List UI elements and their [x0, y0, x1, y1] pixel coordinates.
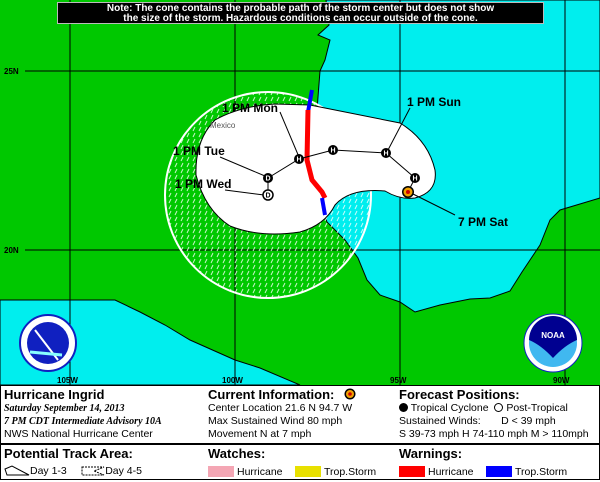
ts-watch-swatch	[294, 466, 321, 477]
tropical-cyclone-label: Tropical Cyclone	[410, 402, 489, 414]
post-tropical-icon	[494, 403, 504, 412]
label-1pm-wed: 1 PM Wed	[175, 177, 231, 191]
watches-title: Watches:	[208, 446, 266, 461]
ts-warning-south	[320, 197, 327, 216]
forecast-title: Forecast Positions:	[399, 387, 520, 402]
svg-text:H: H	[330, 148, 335, 155]
info-row: Hurricane Ingrid Saturday September 14, …	[1, 386, 599, 445]
lon-label-105w: 105W	[57, 376, 78, 385]
max-wind: Max Sustained Wind 80 mph	[208, 415, 343, 427]
hurricane-watch-label: Hurricane	[237, 465, 283, 478]
hurricane-warning	[304, 109, 328, 200]
tropical-cyclone-icon	[399, 403, 408, 412]
forecast-point-h: H	[381, 148, 391, 158]
ts-warning-swatch	[485, 466, 512, 477]
info-panel: Hurricane Ingrid Saturday September 14, …	[0, 385, 600, 480]
gulf-of-mexico	[315, 0, 600, 313]
wind-scale: S 39-73 mph H 74-110 mph M > 110mph	[399, 428, 589, 440]
lon-label-95w: 95W	[390, 376, 407, 385]
hurricane-track-map: H H H H D D 1 PM Mon 1 PM Sun 1 PM Tue 1…	[0, 0, 600, 386]
noaa-logo: NOAA	[523, 313, 583, 373]
advisory-date: Saturday September 14, 2013	[4, 403, 125, 414]
ts-warning-north	[306, 89, 314, 113]
label-7pm-sat: 7 PM Sat	[458, 215, 508, 229]
svg-text:D: D	[265, 176, 270, 183]
label-1pm-tue: 1 PM Tue	[173, 144, 225, 158]
current-position-icon	[344, 388, 356, 400]
note-line-1: Note: The cone contains the probable pat…	[106, 3, 495, 14]
issuing-center: NWS National Hurricane Center	[4, 428, 153, 440]
day-4-5-cone-icon	[81, 466, 105, 476]
advisory-number: 7 PM CDT Intermediate Advisory 10A	[4, 416, 162, 427]
svg-text:H: H	[412, 176, 417, 183]
lon-label-100w: 100W	[222, 376, 243, 385]
depression-definition: D < 39 mph	[501, 415, 556, 427]
label-1pm-mon: 1 PM Mon	[222, 101, 278, 115]
lon-label-90w: 90W	[553, 376, 570, 385]
ts-watch-label: Trop.Storm	[323, 465, 377, 478]
storm-name: Hurricane Ingrid	[4, 387, 105, 402]
movement: Movement N at 7 mph	[208, 428, 312, 440]
day-1-3-cone-icon	[4, 465, 30, 476]
center-location: Center Location 21.6 N 94.7 W	[208, 402, 353, 414]
hurricane-warning-swatch	[399, 466, 425, 477]
lat-label-25n: 25N	[4, 67, 19, 76]
svg-text:D: D	[265, 193, 270, 200]
post-tropical-label: Post-Tropical	[506, 402, 568, 414]
nws-logo	[19, 314, 77, 372]
cone-note: Note: The cone contains the probable pat…	[57, 2, 544, 24]
forecast-point-post-tropical: D	[262, 189, 274, 201]
forecast-point-d: D	[263, 173, 273, 183]
note-line-2: the size of the storm. Hazardous conditi…	[123, 13, 478, 24]
forecast-point-h: H	[328, 145, 338, 155]
sustained-winds-label: Sustained Winds:	[399, 415, 481, 427]
forecast-point-h: H	[410, 173, 420, 183]
current-info-title: Current Information:	[208, 387, 335, 402]
track-area-title: Potential Track Area:	[4, 446, 133, 461]
svg-text:H: H	[296, 157, 301, 164]
noaa-text: NOAA	[541, 331, 565, 340]
label-leaders	[219, 107, 456, 216]
svg-text:H: H	[383, 151, 388, 158]
hurricane-warning-label: Hurricane	[428, 465, 474, 478]
ts-warning-label: Trop.Storm	[514, 465, 568, 478]
cone-day-1-3	[195, 103, 436, 235]
label-1pm-sun: 1 PM Sun	[407, 95, 461, 109]
day-4-5-label: Day 4-5	[105, 465, 142, 477]
country-label: Mexico	[210, 121, 236, 130]
current-position-icon	[402, 186, 414, 198]
lat-label-20n: 20N	[4, 246, 19, 255]
map-svg: H H H H D D 1 PM Mon 1 PM Sun 1 PM Tue 1…	[0, 0, 600, 386]
warnings-title: Warnings:	[399, 446, 463, 461]
hurricane-watch-swatch	[208, 466, 234, 477]
day-1-3-label: Day 1-3	[30, 465, 67, 477]
forecast-point-h: H	[294, 154, 304, 164]
